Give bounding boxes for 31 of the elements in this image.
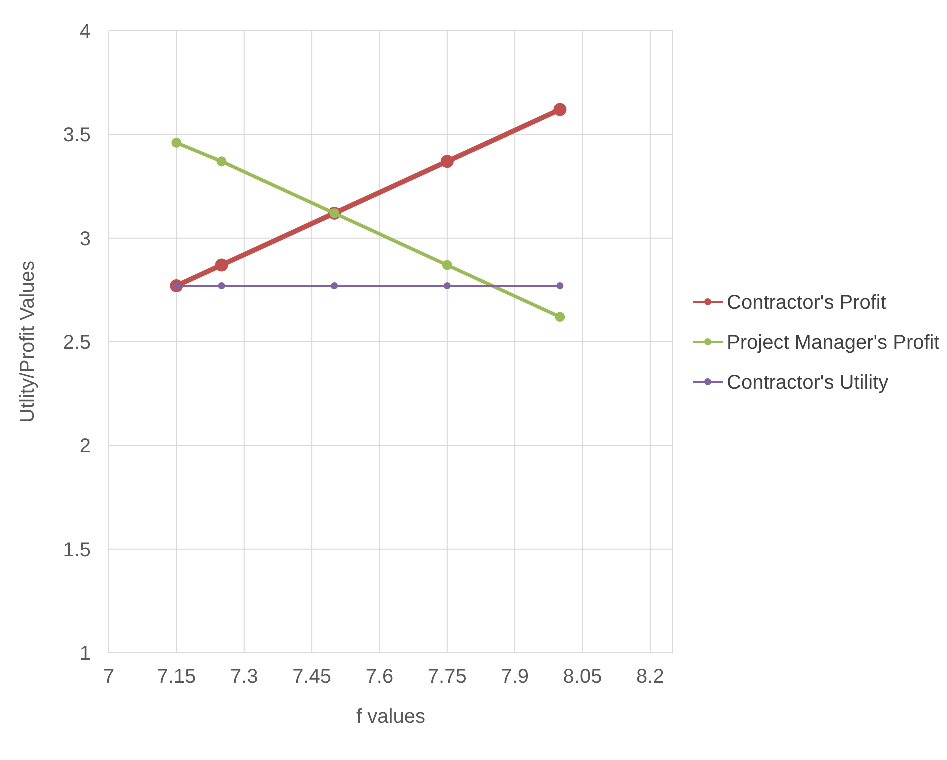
y-tick-label: 4: [80, 21, 91, 43]
point: [555, 312, 566, 322]
point: [554, 103, 567, 116]
x-tick-label: 8.2: [636, 666, 664, 688]
x-tick-label: 7.75: [428, 666, 467, 688]
point: [172, 138, 182, 148]
point: [218, 282, 226, 290]
y-tick-label: 2.5: [63, 332, 91, 354]
point: [215, 258, 228, 272]
y-tick-label: 1.5: [63, 539, 91, 562]
x-tick-label: 7.3: [230, 666, 258, 688]
y-tick-label: 1: [80, 643, 91, 665]
x-tick-label: 7.6: [366, 666, 394, 688]
point: [442, 260, 452, 270]
y-axis-title: Utlity/Profit Values: [17, 261, 39, 423]
x-tick-label: 7.9: [501, 666, 529, 688]
x-tick-label: 7: [103, 666, 115, 688]
point: [556, 282, 564, 290]
point: [331, 282, 338, 290]
legend-label: Contractor's Profit: [727, 292, 887, 314]
x-axis-title: f values: [356, 706, 426, 728]
x-tick-label: 8.05: [563, 666, 602, 688]
legend-label: Contractor's Utility: [727, 372, 889, 394]
point: [444, 282, 451, 290]
x-tick-label: 7.15: [157, 666, 196, 688]
point: [440, 155, 454, 168]
y-tick-label: 3.5: [63, 124, 91, 147]
point: [216, 156, 227, 167]
y-tick-label: 2: [80, 436, 91, 458]
x-tick-label: 7.45: [292, 666, 332, 688]
y-tick-label: 3: [80, 228, 91, 250]
